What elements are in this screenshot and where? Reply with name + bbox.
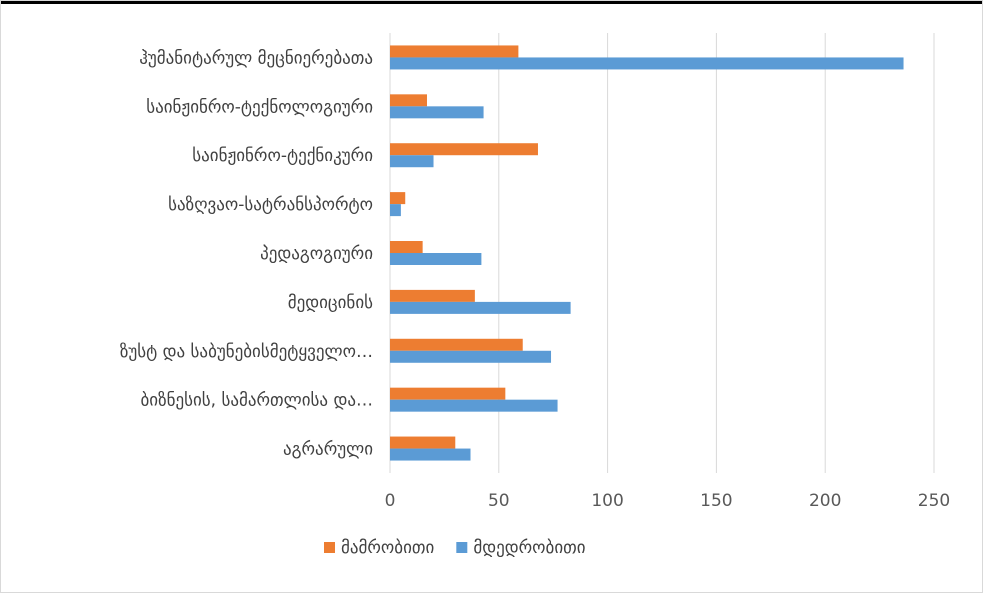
legend-label: მამრობითი	[341, 538, 434, 558]
legend-label: მდედრობითი	[473, 538, 585, 558]
x-tick-label: 100	[591, 491, 623, 511]
bar-female	[390, 253, 482, 265]
bar-female	[390, 350, 552, 363]
bar-female	[390, 106, 484, 119]
category-label: მედიცინის	[288, 293, 373, 313]
bar-female	[390, 301, 571, 314]
x-tick-label: 50	[488, 491, 510, 511]
legend-swatch	[456, 542, 468, 553]
legend-swatch	[324, 542, 335, 553]
x-tick-label: 0	[385, 491, 396, 511]
category-label: ბიზნესის, სამართლისა და…	[140, 391, 373, 411]
category-label: აგრარული	[283, 440, 373, 460]
category-label: საინჟინრო-ტექნოლოგიური	[146, 97, 373, 117]
bar-male	[390, 241, 423, 253]
bar-female	[390, 399, 558, 412]
category-label: პედაგოგიური	[260, 244, 373, 264]
x-tick-label: 200	[809, 491, 841, 511]
category-label: ჰუმანიტარულ მეცნიერებათა	[139, 48, 373, 68]
category-label: საზღვაო-სატრანსპორტო	[168, 195, 373, 215]
x-tick-label: 250	[918, 491, 950, 511]
category-label: ზუსტ და საბუნებისმეტყველო…	[120, 342, 373, 362]
bar-male	[390, 192, 406, 205]
bar-male	[390, 45, 519, 58]
bar-female	[390, 448, 471, 461]
bar-female	[390, 155, 434, 168]
category-label: საინჟინრო-ტექნიკური	[192, 146, 373, 166]
bar-male	[390, 94, 427, 107]
bar-male	[390, 387, 506, 400]
bar-male	[390, 436, 456, 449]
bar-female	[390, 204, 401, 217]
x-tick-label: 150	[700, 491, 732, 511]
bar-female	[390, 57, 904, 70]
bar-male	[390, 143, 538, 156]
bar-male	[390, 289, 475, 302]
bar-male	[390, 338, 523, 351]
